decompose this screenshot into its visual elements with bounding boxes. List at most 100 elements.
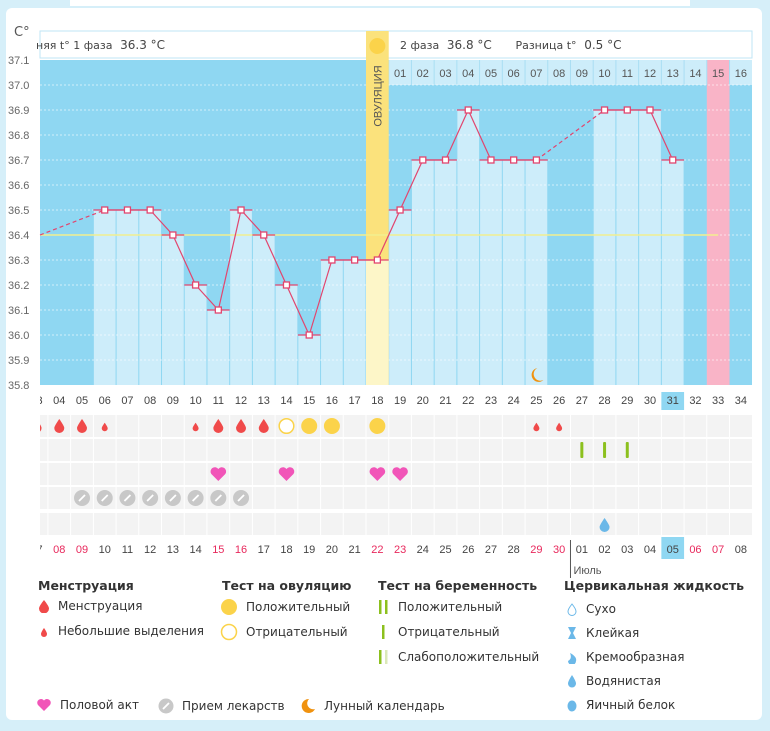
- ovulation-positive-icon: [369, 418, 386, 434]
- temperature-point: [419, 156, 427, 164]
- legend-label: Менструация: [58, 599, 143, 613]
- temperature-segment: [399, 159, 424, 211]
- menstruation-icon: [40, 424, 42, 432]
- cycle-day-label: 07: [121, 395, 133, 407]
- temperature-segment: [467, 109, 492, 161]
- temperature-segment: [172, 234, 197, 286]
- phase2-label: 2 фаза: [400, 39, 440, 52]
- temperature-point: [532, 156, 541, 164]
- pregnancy-negative-icon: [580, 442, 584, 458]
- today-cycle-day-highlight: [661, 392, 685, 410]
- temperature-segment: [376, 209, 401, 261]
- calendar-date-label: 08: [735, 544, 747, 556]
- temperature-bar: [593, 110, 616, 385]
- creamy-drop-icon: [568, 653, 577, 664]
- temperature-point: [396, 206, 404, 214]
- phase1-label: няя t° 1 фаза: [36, 39, 113, 52]
- two-lines-icon: [379, 600, 388, 614]
- calendar-date-label: 09: [76, 544, 88, 556]
- top-strip: [70, 0, 690, 6]
- cycle-day-label: 04: [53, 395, 65, 407]
- temperature-point: [214, 306, 222, 314]
- calendar-date-label: 04: [644, 544, 656, 556]
- cycle-day-label: 20: [417, 395, 429, 407]
- menstruation-icon: [77, 419, 87, 433]
- phase2-day-label: 12: [644, 68, 656, 80]
- calendar-date-label: 14: [189, 544, 201, 556]
- legend-moon: Лунный календарь: [300, 698, 445, 714]
- pregnancy-negative-icon: [625, 442, 629, 458]
- cycle-day-label: 29: [621, 395, 633, 407]
- weak-lines-icon: [379, 650, 388, 664]
- legend-menstruation: Менструация: [38, 599, 142, 613]
- diff-label: Разница t°: [515, 39, 577, 52]
- temperature-dashed-segment: [536, 109, 605, 161]
- temperature-bar: [275, 285, 298, 385]
- cycle-day-label: 32: [689, 395, 701, 407]
- diff-value: 0.5 °C: [584, 38, 622, 52]
- egg-white-icon: [567, 700, 577, 712]
- temperature-bar: [480, 160, 502, 385]
- temperature-point: [123, 206, 132, 214]
- cycle-day-label: 34: [735, 395, 747, 407]
- pregnancy-negative-icon: [603, 442, 607, 458]
- empty-circle-icon: [220, 623, 238, 641]
- temperature-point: [146, 206, 154, 214]
- legend-cervical-creamy: Кремообразная: [566, 650, 684, 664]
- legend-label: Лунный календарь: [324, 699, 445, 713]
- ovulation-positive-icon: [323, 418, 340, 434]
- temperature-bar: [139, 210, 162, 385]
- phase1-average: няя t° 1 фаза 36.3 °C: [36, 38, 165, 52]
- moon-icon: [531, 368, 544, 382]
- plot-area: [40, 60, 752, 385]
- calendar-date-label: 27: [485, 544, 497, 556]
- legend-label: Кремообразная: [586, 650, 685, 664]
- y-tick-label: 36.9: [8, 105, 29, 117]
- temperature-bar: [116, 210, 139, 385]
- phase2-day-label: 14: [689, 68, 701, 80]
- pill-slash: [101, 494, 109, 502]
- legend-cervical-title: Цервикальная жидкость: [564, 578, 745, 593]
- temperature-point: [260, 231, 268, 239]
- temperature-segment: [285, 284, 310, 336]
- calendar-date-label: 07: [30, 544, 42, 556]
- cycle-day-label: 05: [76, 395, 88, 407]
- temperature-chart: 37.1 37.0 36.9 36.8 36.7 36.6 36.5 36.4 36.3 36.2…: [8, 30, 753, 578]
- pill-icon: [158, 698, 174, 714]
- y-tick-label: 36.5: [8, 205, 29, 217]
- phase2-day-label: 09: [576, 68, 588, 80]
- phase-header: [39, 30, 753, 59]
- legend-pregnancy-negative: Отрицательный: [378, 624, 500, 640]
- temperature-segment: [444, 109, 469, 161]
- legend-cervical-eggwhite: Яичный белок: [566, 698, 675, 712]
- event-row: [40, 513, 752, 535]
- temperature-point: [282, 281, 291, 289]
- pill-slash: [169, 494, 177, 502]
- temperature-point: [373, 256, 382, 264]
- phase2-day-label: 15: [712, 68, 724, 80]
- temperature-segment: [263, 234, 288, 286]
- watery-cervical-icon: [599, 518, 610, 532]
- pill-slash: [191, 494, 200, 502]
- temperature-bar: [639, 110, 661, 385]
- temperature-bar: [252, 235, 275, 385]
- pill-slash: [237, 494, 245, 502]
- phase2-day-label: 10: [598, 68, 610, 80]
- cycle-day-label: 16: [326, 395, 338, 407]
- temperature-bar: [661, 160, 684, 385]
- cycle-day-label: 17: [349, 395, 361, 407]
- phase2-day-label: 11: [622, 68, 633, 80]
- legend-pregnancy-positive: Положительный: [378, 599, 502, 615]
- pill-slash: [214, 494, 222, 502]
- cycle-day-label: 15: [303, 395, 315, 407]
- legend-label: Положительный: [246, 600, 351, 614]
- cycle-day-label: 09: [167, 395, 179, 407]
- heart-icon: [369, 467, 386, 481]
- calendar-date-label: 08: [53, 544, 65, 556]
- temperature-point: [623, 106, 631, 114]
- phase2-day-label: 05: [485, 68, 497, 80]
- ovulation-negative-icon: [278, 417, 295, 435]
- calendar-date-label: 15: [212, 544, 224, 556]
- calendar-date-label: 30: [553, 544, 565, 556]
- month-label: Июль: [573, 565, 601, 577]
